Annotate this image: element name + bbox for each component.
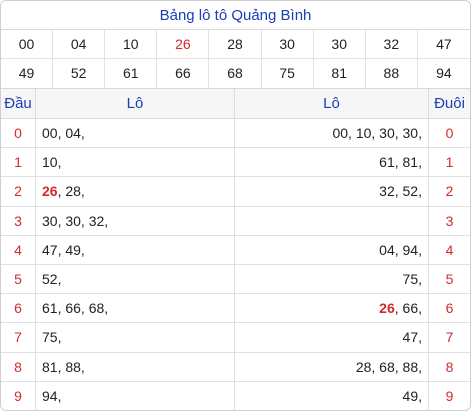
row-lo-left: 26, 28, [36,177,235,207]
number-cell: 49 [1,59,54,88]
number-cell: 61 [105,59,158,88]
row-dau: 3 [1,206,36,236]
row-dau: 6 [1,294,36,324]
row-dau: 7 [1,323,36,353]
row-lo-right: 75, [235,264,429,295]
number-cell: 04 [53,30,106,59]
row-duoi: 7 [429,323,470,353]
row-lo-left: 47, 49, [36,235,235,265]
row-dau: 1 [1,148,36,178]
row-duoi: 8 [429,353,470,382]
head-tail-table: Đầu Lô Lô Đuôi 0 00, 04, 00, 10, 30, 30,… [1,89,470,410]
row-duoi: 9 [445,387,454,404]
number-cell: 68 [209,59,262,88]
lo-rest: , 66, [394,300,422,317]
row-lo-right: 00, 10, 30, 30, [235,119,429,149]
header-lo-left: Lô [36,89,235,119]
number-cell: 30 [261,30,314,59]
row-lo-left: 61, 66, 68, [36,294,235,324]
row-lo-right: 47, [235,323,429,353]
row-dau: 4 [1,235,36,265]
result-numbers-grid: 00 04 10 26 28 30 30 32 47 49 52 61 66 6… [1,30,470,89]
row-lo-right: 04, 94, [235,235,429,265]
row-duoi: 6 [429,294,470,324]
row-dau: 8 [1,352,36,382]
row-duoi: 3 [429,207,470,236]
header-dau: Đầu [1,89,36,119]
number-cell: 32 [365,30,418,59]
row-duoi: 1 [429,148,470,178]
row-lo-right: 26, 66, [235,294,429,324]
special-number: 26 [42,183,58,200]
number-cell: 28 [209,30,262,59]
number-cell: 52 [53,59,106,88]
number-cell: 30 [313,30,366,59]
row-lo-right [235,206,429,236]
header-duoi: Đuôi [429,89,470,119]
row-lo-left: 94, [36,381,235,410]
row-lo-right: 28, 68, 88, [235,352,429,382]
board-title: Bảng lô tô Quảng Bình [1,1,470,30]
row-lo-left: 75, [36,323,235,353]
row-duoi: 2 [429,177,470,207]
row-lo-right: 32, 52, [235,177,429,207]
row-duoi: 0 [429,119,470,149]
number-cell: 81 [314,59,366,88]
lo-rest: , 28, [57,183,85,200]
row-duoi: 4 [429,236,470,265]
number-cell: 66 [157,59,210,88]
row-lo-left: 30, 30, 32, [36,206,235,236]
number-cell: 47 [417,30,470,59]
row-lo-left: 00, 04, [36,119,235,149]
row-dau: 0 [1,119,36,149]
row-lo-right: 61, 81, [235,148,429,178]
row-duoi: 5 [429,265,470,295]
header-lo-right: Lô [235,89,429,119]
row-lo-left: 52, [36,264,235,295]
row-lo-left: 81, 88, [36,352,235,382]
number-cell: 00 [1,30,54,59]
row-lo-right: 49, [235,381,429,410]
number-cell: 94 [436,65,452,81]
row-dau: 2 [1,177,36,207]
number-cell: 75 [262,59,314,88]
number-cell: 10 [105,30,158,59]
number-cell: 88 [366,59,418,88]
row-dau: 9 [1,381,36,410]
number-cell-special: 26 [157,30,210,59]
row-lo-left: 10, [36,148,235,178]
row-dau: 5 [1,264,36,295]
special-number: 26 [379,300,395,317]
